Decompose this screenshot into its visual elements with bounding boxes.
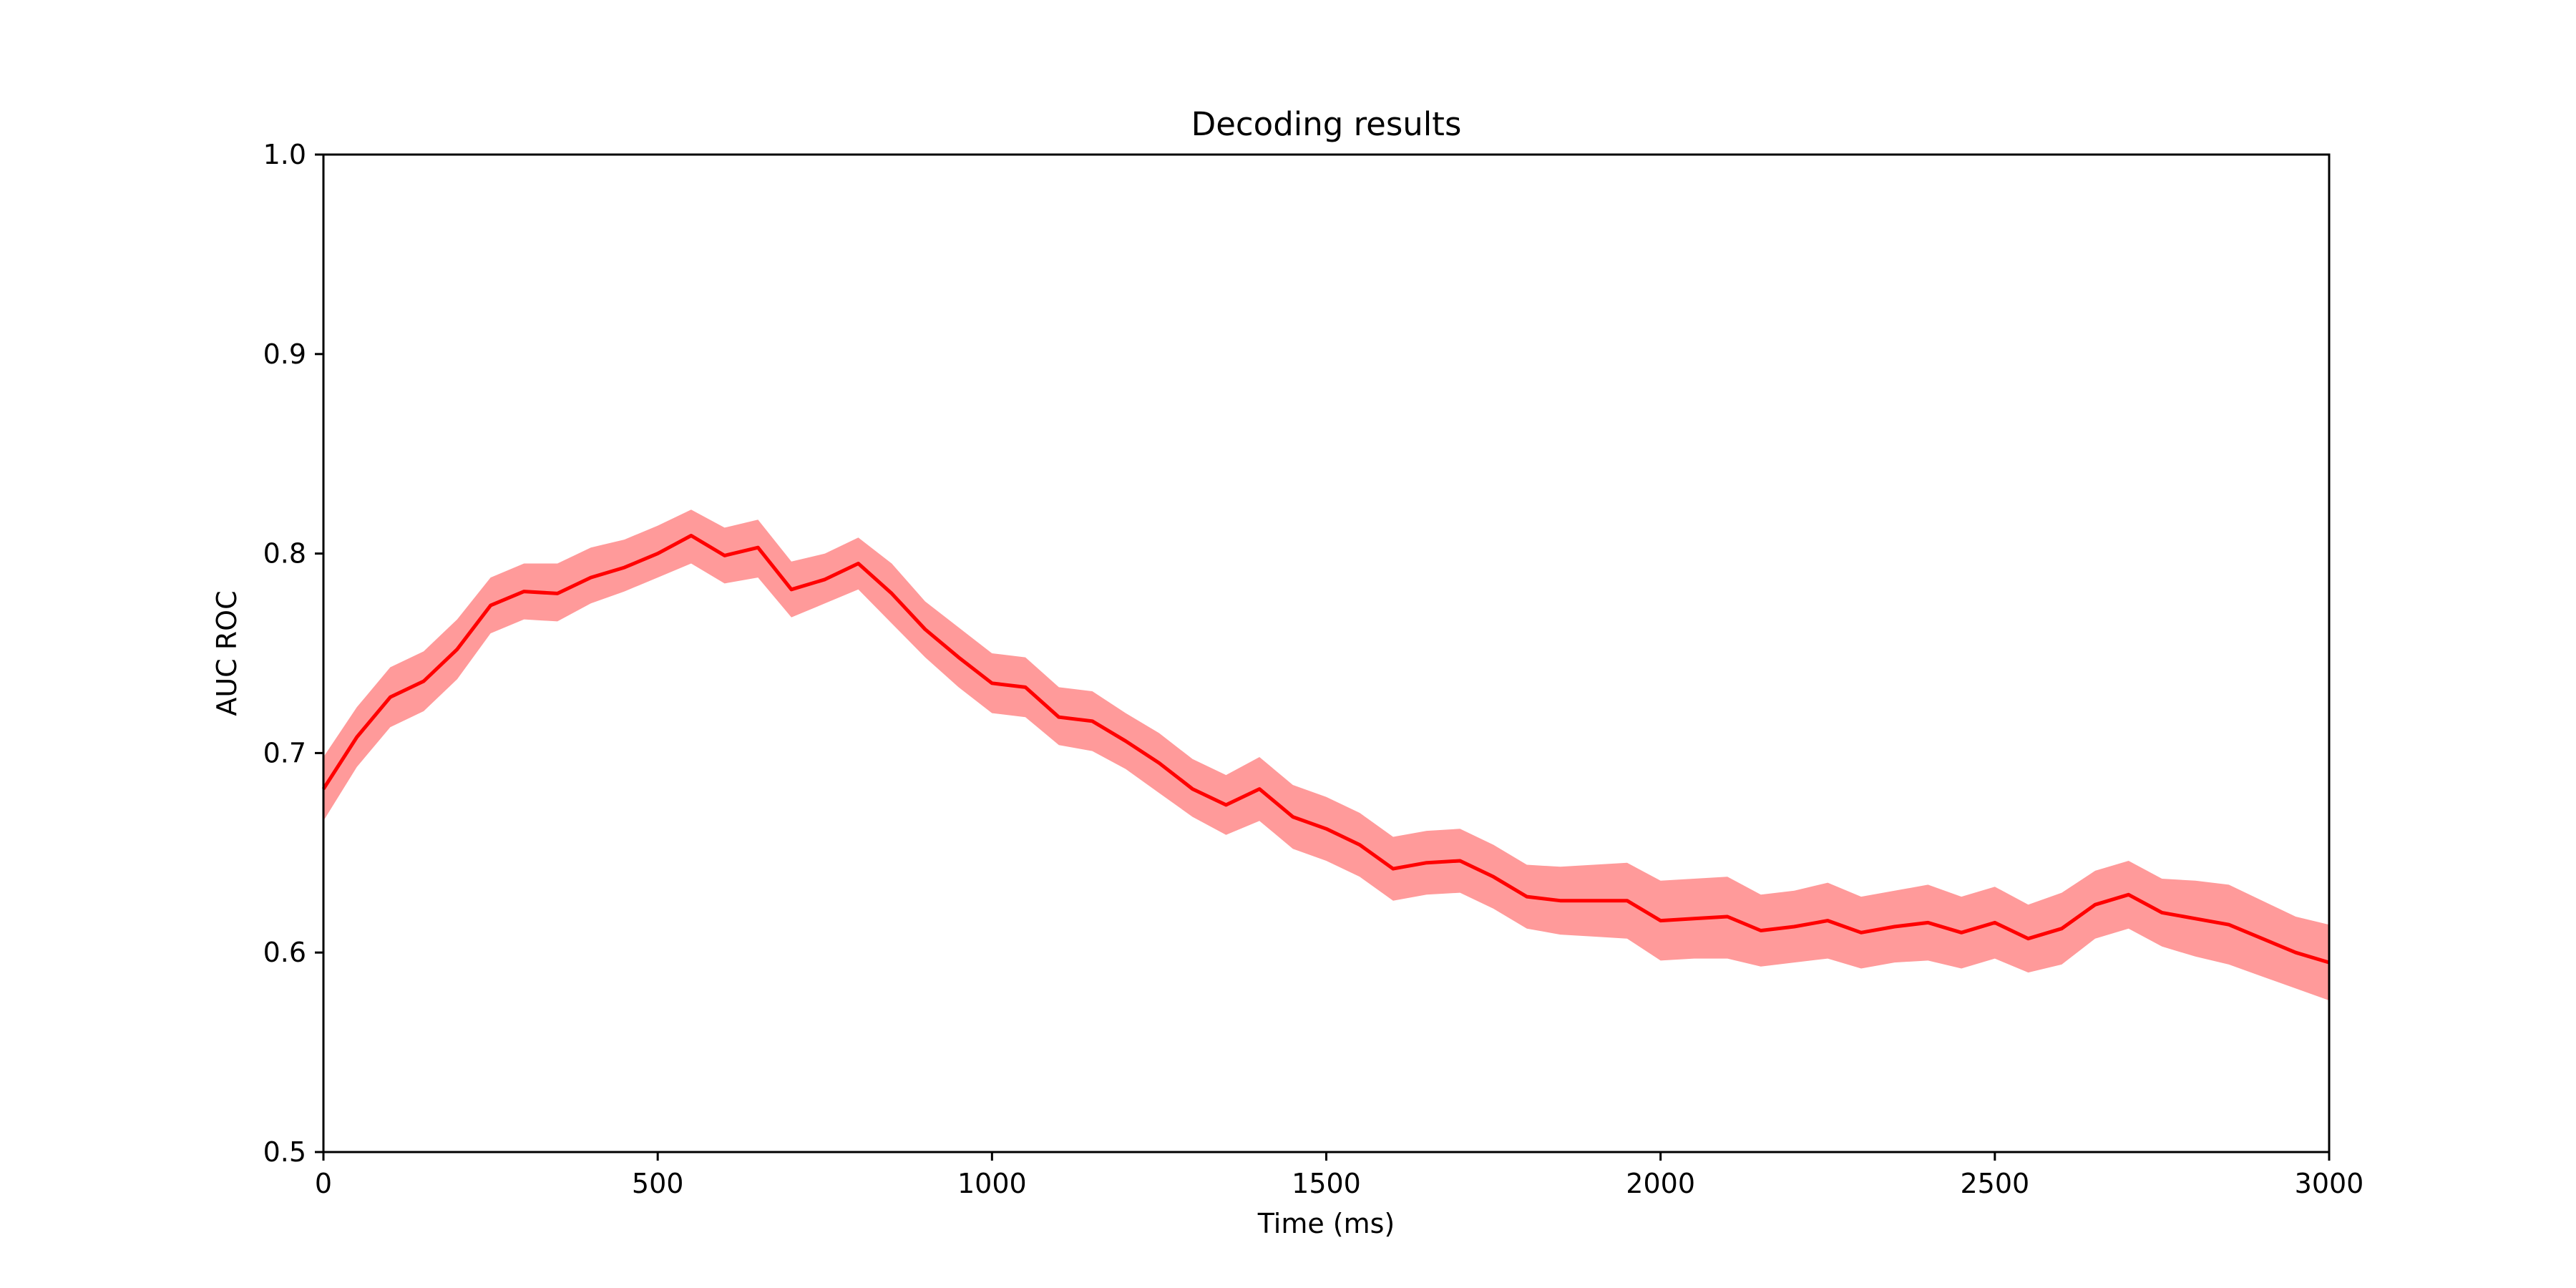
- x-axis-label: Time (ms): [1257, 1208, 1395, 1239]
- x-tick-label: 2500: [1960, 1168, 2029, 1199]
- x-tick-label: 0: [315, 1168, 332, 1199]
- y-tick-label: 0.7: [263, 737, 306, 769]
- mean-auc-line: [321, 534, 2330, 965]
- x-tick-label: 500: [632, 1168, 684, 1199]
- y-tick-label: 0.9: [263, 338, 306, 370]
- y-axis-label: AUC ROC: [211, 590, 243, 716]
- y-axis-ticks: 0.5 0.6 0.7 0.8 0.9 1.0: [263, 139, 323, 1168]
- y-tick-label: 0.8: [263, 538, 306, 570]
- y-tick-label: 0.5: [263, 1136, 306, 1168]
- y-tick-label: 1.0: [263, 139, 306, 170]
- chart-title: Decoding results: [1191, 105, 1462, 143]
- x-tick-label: 1000: [957, 1168, 1027, 1199]
- y-tick-label: 0.6: [263, 937, 306, 968]
- x-tick-label: 2000: [1626, 1168, 1695, 1199]
- x-tick-label: 3000: [2295, 1168, 2364, 1199]
- x-tick-label: 1500: [1292, 1168, 1361, 1199]
- x-axis-ticks: 0 500 1000 1500 2000 2500 3000: [315, 1152, 2363, 1199]
- plot-layer: [321, 509, 2330, 1001]
